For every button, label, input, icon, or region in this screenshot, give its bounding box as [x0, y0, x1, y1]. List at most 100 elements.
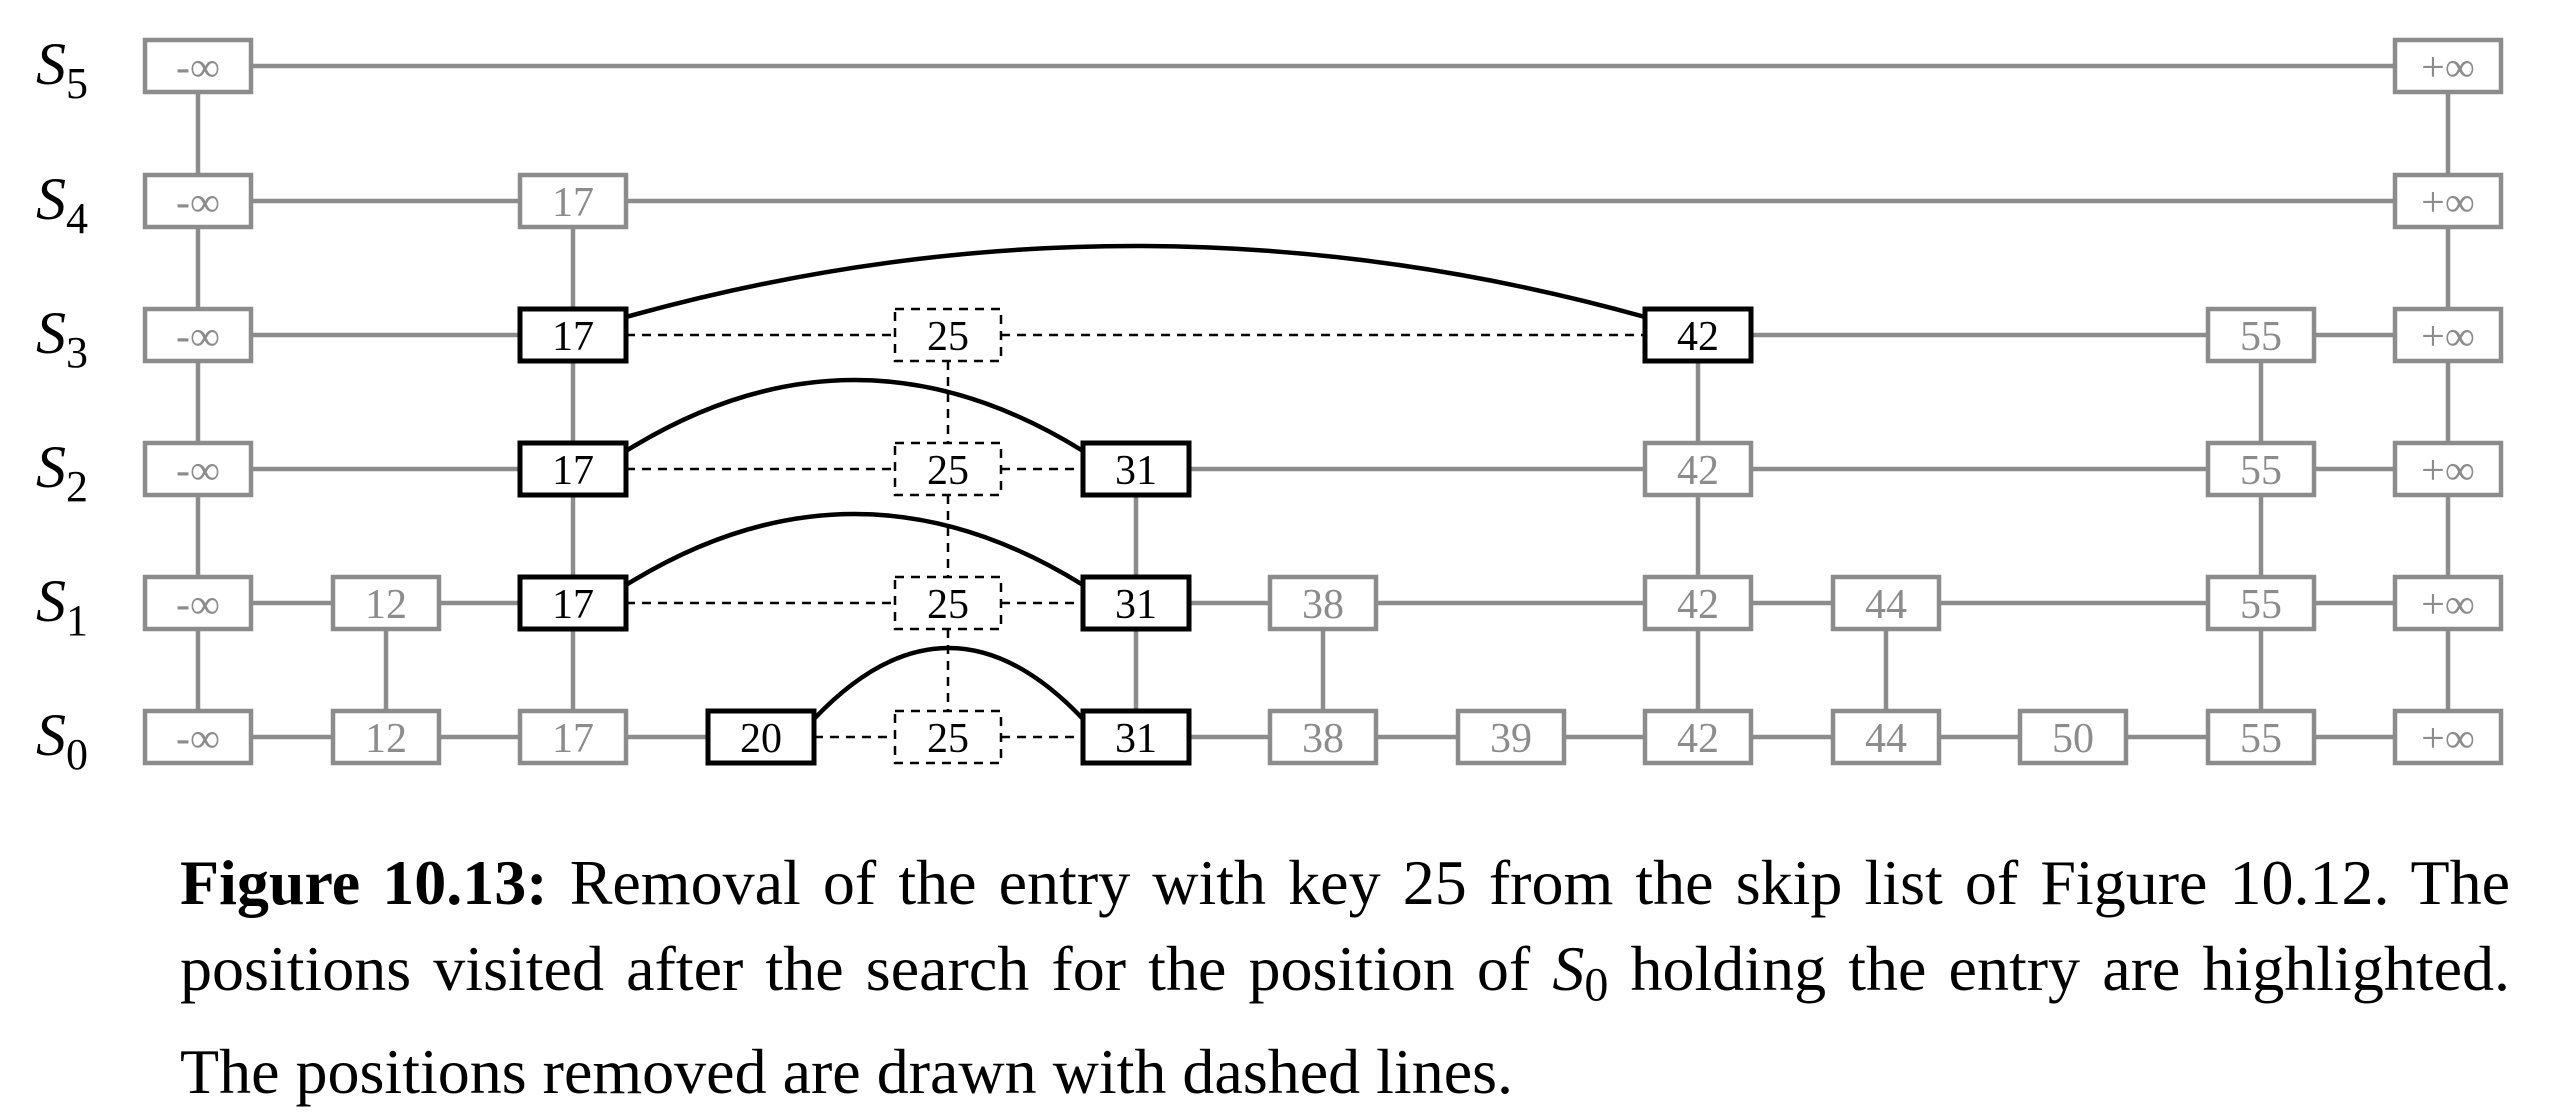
skip-list-diagram: -∞ +∞ -∞ 17 +∞ -∞ 17 25 42 55 +∞ -∞ 17 25 31 42 55 +∞ -∞ 12…: [36, 31, 2504, 779]
position-s0-38: 38: [1267, 708, 1379, 766]
caption-text-2: holding the entry are highlighted. The p…: [180, 933, 2511, 1107]
position-key: 50: [2052, 716, 2094, 762]
position-box: [2392, 574, 2504, 632]
position-s2-55: 55: [2205, 440, 2317, 498]
position-box: [1267, 574, 1379, 632]
position-box: [1267, 708, 1379, 766]
position-s0-pos-inf: +∞: [2392, 708, 2504, 766]
position-box: [142, 708, 254, 766]
position-box: [2392, 440, 2504, 498]
position-box: [1642, 440, 1754, 498]
position-key: 55: [2240, 314, 2282, 360]
position-key: +∞: [2421, 180, 2475, 226]
bypass-link-s2: [624, 377, 1085, 453]
caption-text-1: Removal of the entry with key 25 from th…: [180, 847, 2511, 1004]
position-s1-17: 17: [517, 574, 629, 632]
position-s1-pos-inf: +∞: [2392, 574, 2504, 632]
position-key: 44: [1865, 716, 1907, 762]
level-label-s1: S1: [36, 568, 88, 645]
position-key: +∞: [2421, 716, 2475, 762]
position-key: 12: [365, 582, 407, 628]
position-key: 12: [365, 716, 407, 762]
position-box: [2392, 306, 2504, 364]
position-key: 17: [552, 314, 594, 360]
level-label-s3: S3: [36, 300, 88, 377]
position-box: [517, 440, 629, 498]
position-key: 20: [740, 716, 782, 762]
position-box: [142, 172, 254, 230]
position-key: -∞: [176, 180, 220, 226]
position-s2-neg-inf: -∞: [142, 440, 254, 498]
position-box: [1830, 574, 1942, 632]
position-key: +∞: [2421, 448, 2475, 494]
position-key: 25: [927, 716, 969, 762]
position-s1-42: 42: [1642, 574, 1754, 632]
position-key: 25: [927, 582, 969, 628]
position-key: 55: [2240, 582, 2282, 628]
position-s5-neg-inf: -∞: [142, 37, 254, 95]
position-s1-neg-inf: -∞: [142, 574, 254, 632]
position-s1-55: 55: [2205, 574, 2317, 632]
position-key: 17: [552, 448, 594, 494]
position-box: [1642, 574, 1754, 632]
position-key: 55: [2240, 716, 2282, 762]
s0-subscript: 0: [1584, 958, 1609, 1012]
position-s3-25: 25: [893, 307, 1003, 363]
position-s2-31: 31: [1080, 440, 1192, 498]
position-box: [893, 709, 1003, 765]
position-key: 31: [1115, 582, 1157, 628]
position-box: [142, 574, 254, 632]
position-s3-pos-inf: +∞: [2392, 306, 2504, 364]
position-box: [142, 306, 254, 364]
position-key: 42: [1677, 716, 1719, 762]
level-label-s4: S4: [36, 166, 88, 243]
position-key: 31: [1115, 448, 1157, 494]
position-box: [705, 708, 817, 766]
position-s4-pos-inf: +∞: [2392, 172, 2504, 230]
position-box: [2205, 708, 2317, 766]
position-box: [1455, 708, 1567, 766]
position-s1-25: 25: [893, 575, 1003, 631]
position-s0-39: 39: [1455, 708, 1567, 766]
position-s0-20: 20: [705, 708, 817, 766]
position-s1-12: 12: [330, 574, 442, 632]
position-box: [1642, 708, 1754, 766]
position-key: -∞: [176, 582, 220, 628]
position-key: 25: [927, 314, 969, 360]
level-label-s2: S2: [36, 434, 88, 511]
position-box: [142, 37, 254, 95]
figure-caption: Figure 10.13: Removal of the entry with …: [180, 840, 2510, 1115]
position-key: 42: [1677, 448, 1719, 494]
position-key: 42: [1677, 582, 1719, 628]
position-s1-38: 38: [1267, 574, 1379, 632]
position-key: 38: [1302, 716, 1344, 762]
bypass-link-s1: [624, 511, 1085, 587]
position-box: [517, 172, 629, 230]
position-box: [2392, 172, 2504, 230]
bypass-link-s3: [625, 243, 1646, 320]
position-box: [2205, 574, 2317, 632]
position-s0-25: 25: [893, 709, 1003, 765]
position-box: [1080, 440, 1192, 498]
figure-label: Figure 10.13:: [180, 847, 548, 918]
position-s2-42: 42: [1642, 440, 1754, 498]
position-box: [2392, 37, 2504, 95]
position-s0-12: 12: [330, 708, 442, 766]
position-key: 42: [1677, 314, 1719, 360]
position-box: [893, 307, 1003, 363]
position-box: [517, 708, 629, 766]
position-s0-55: 55: [2205, 708, 2317, 766]
level-label-s5: S5: [36, 31, 88, 108]
position-key: 17: [552, 180, 594, 226]
position-s1-44: 44: [1830, 574, 1942, 632]
position-box: [330, 574, 442, 632]
position-box: [2205, 306, 2317, 364]
position-s3-55: 55: [2205, 306, 2317, 364]
position-key: +∞: [2421, 314, 2475, 360]
position-s4-17: 17: [517, 172, 629, 230]
s0-symbol: S: [1552, 933, 1584, 1004]
position-s0-44: 44: [1830, 708, 1942, 766]
position-box: [517, 306, 629, 364]
position-s5-pos-inf: +∞: [2392, 37, 2504, 95]
s0-base: S: [1552, 933, 1585, 1004]
